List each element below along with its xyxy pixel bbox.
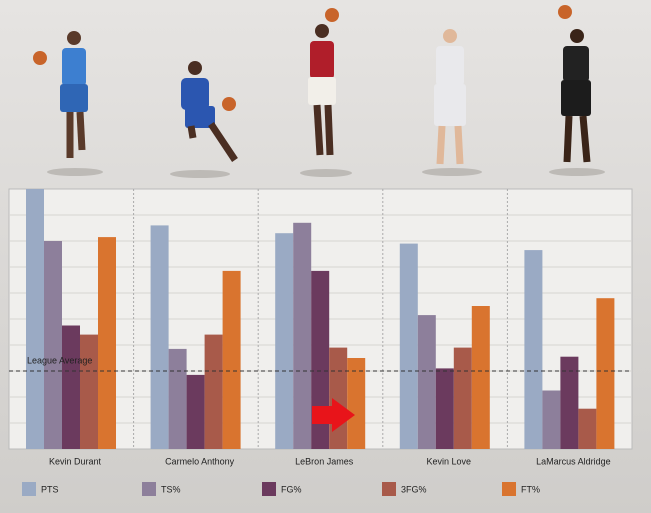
bar [80,334,98,449]
player-photos [33,5,605,178]
bar [62,325,80,449]
arrow [312,398,355,432]
bar [204,334,223,449]
legend-swatch [382,482,396,496]
bar [435,368,454,449]
bar [542,390,561,449]
legend-label: FG% [281,484,302,494]
legend-label: FT% [521,484,540,494]
bar [98,237,116,449]
bar [471,306,490,449]
bar [578,408,597,449]
bar [417,315,436,449]
bar [186,374,205,449]
bar [150,225,169,449]
player-figure [549,5,605,176]
player-figure [170,61,238,178]
legend-swatch [142,482,156,496]
reference-label: League Average [27,355,92,365]
x-tick-label: Kevin Durant [49,456,102,466]
legend-label: PTS [41,484,59,494]
bar [399,243,418,449]
x-tick-label: Kevin Love [427,456,472,466]
bar [44,241,62,449]
bar [453,347,472,449]
bar [293,222,312,449]
x-tick-label: Carmelo Anthony [165,456,235,466]
bar [596,298,615,449]
legend-swatch [262,482,276,496]
legend-label: 3FG% [401,484,427,494]
legend-label: TS% [161,484,181,494]
x-tick-label: LaMarcus Aldridge [536,456,611,466]
player-figure [422,29,482,176]
bar [222,270,241,449]
player-figure [33,31,103,176]
x-tick-label: LeBron James [295,456,354,466]
bar [275,233,294,449]
bar [329,347,348,449]
bar [26,189,44,449]
bar [168,348,187,449]
bar [347,358,366,449]
bar [560,356,579,449]
legend-swatch [22,482,36,496]
bar [311,270,330,449]
player-figure [300,8,352,177]
bar [524,250,543,449]
legend-swatch [502,482,516,496]
